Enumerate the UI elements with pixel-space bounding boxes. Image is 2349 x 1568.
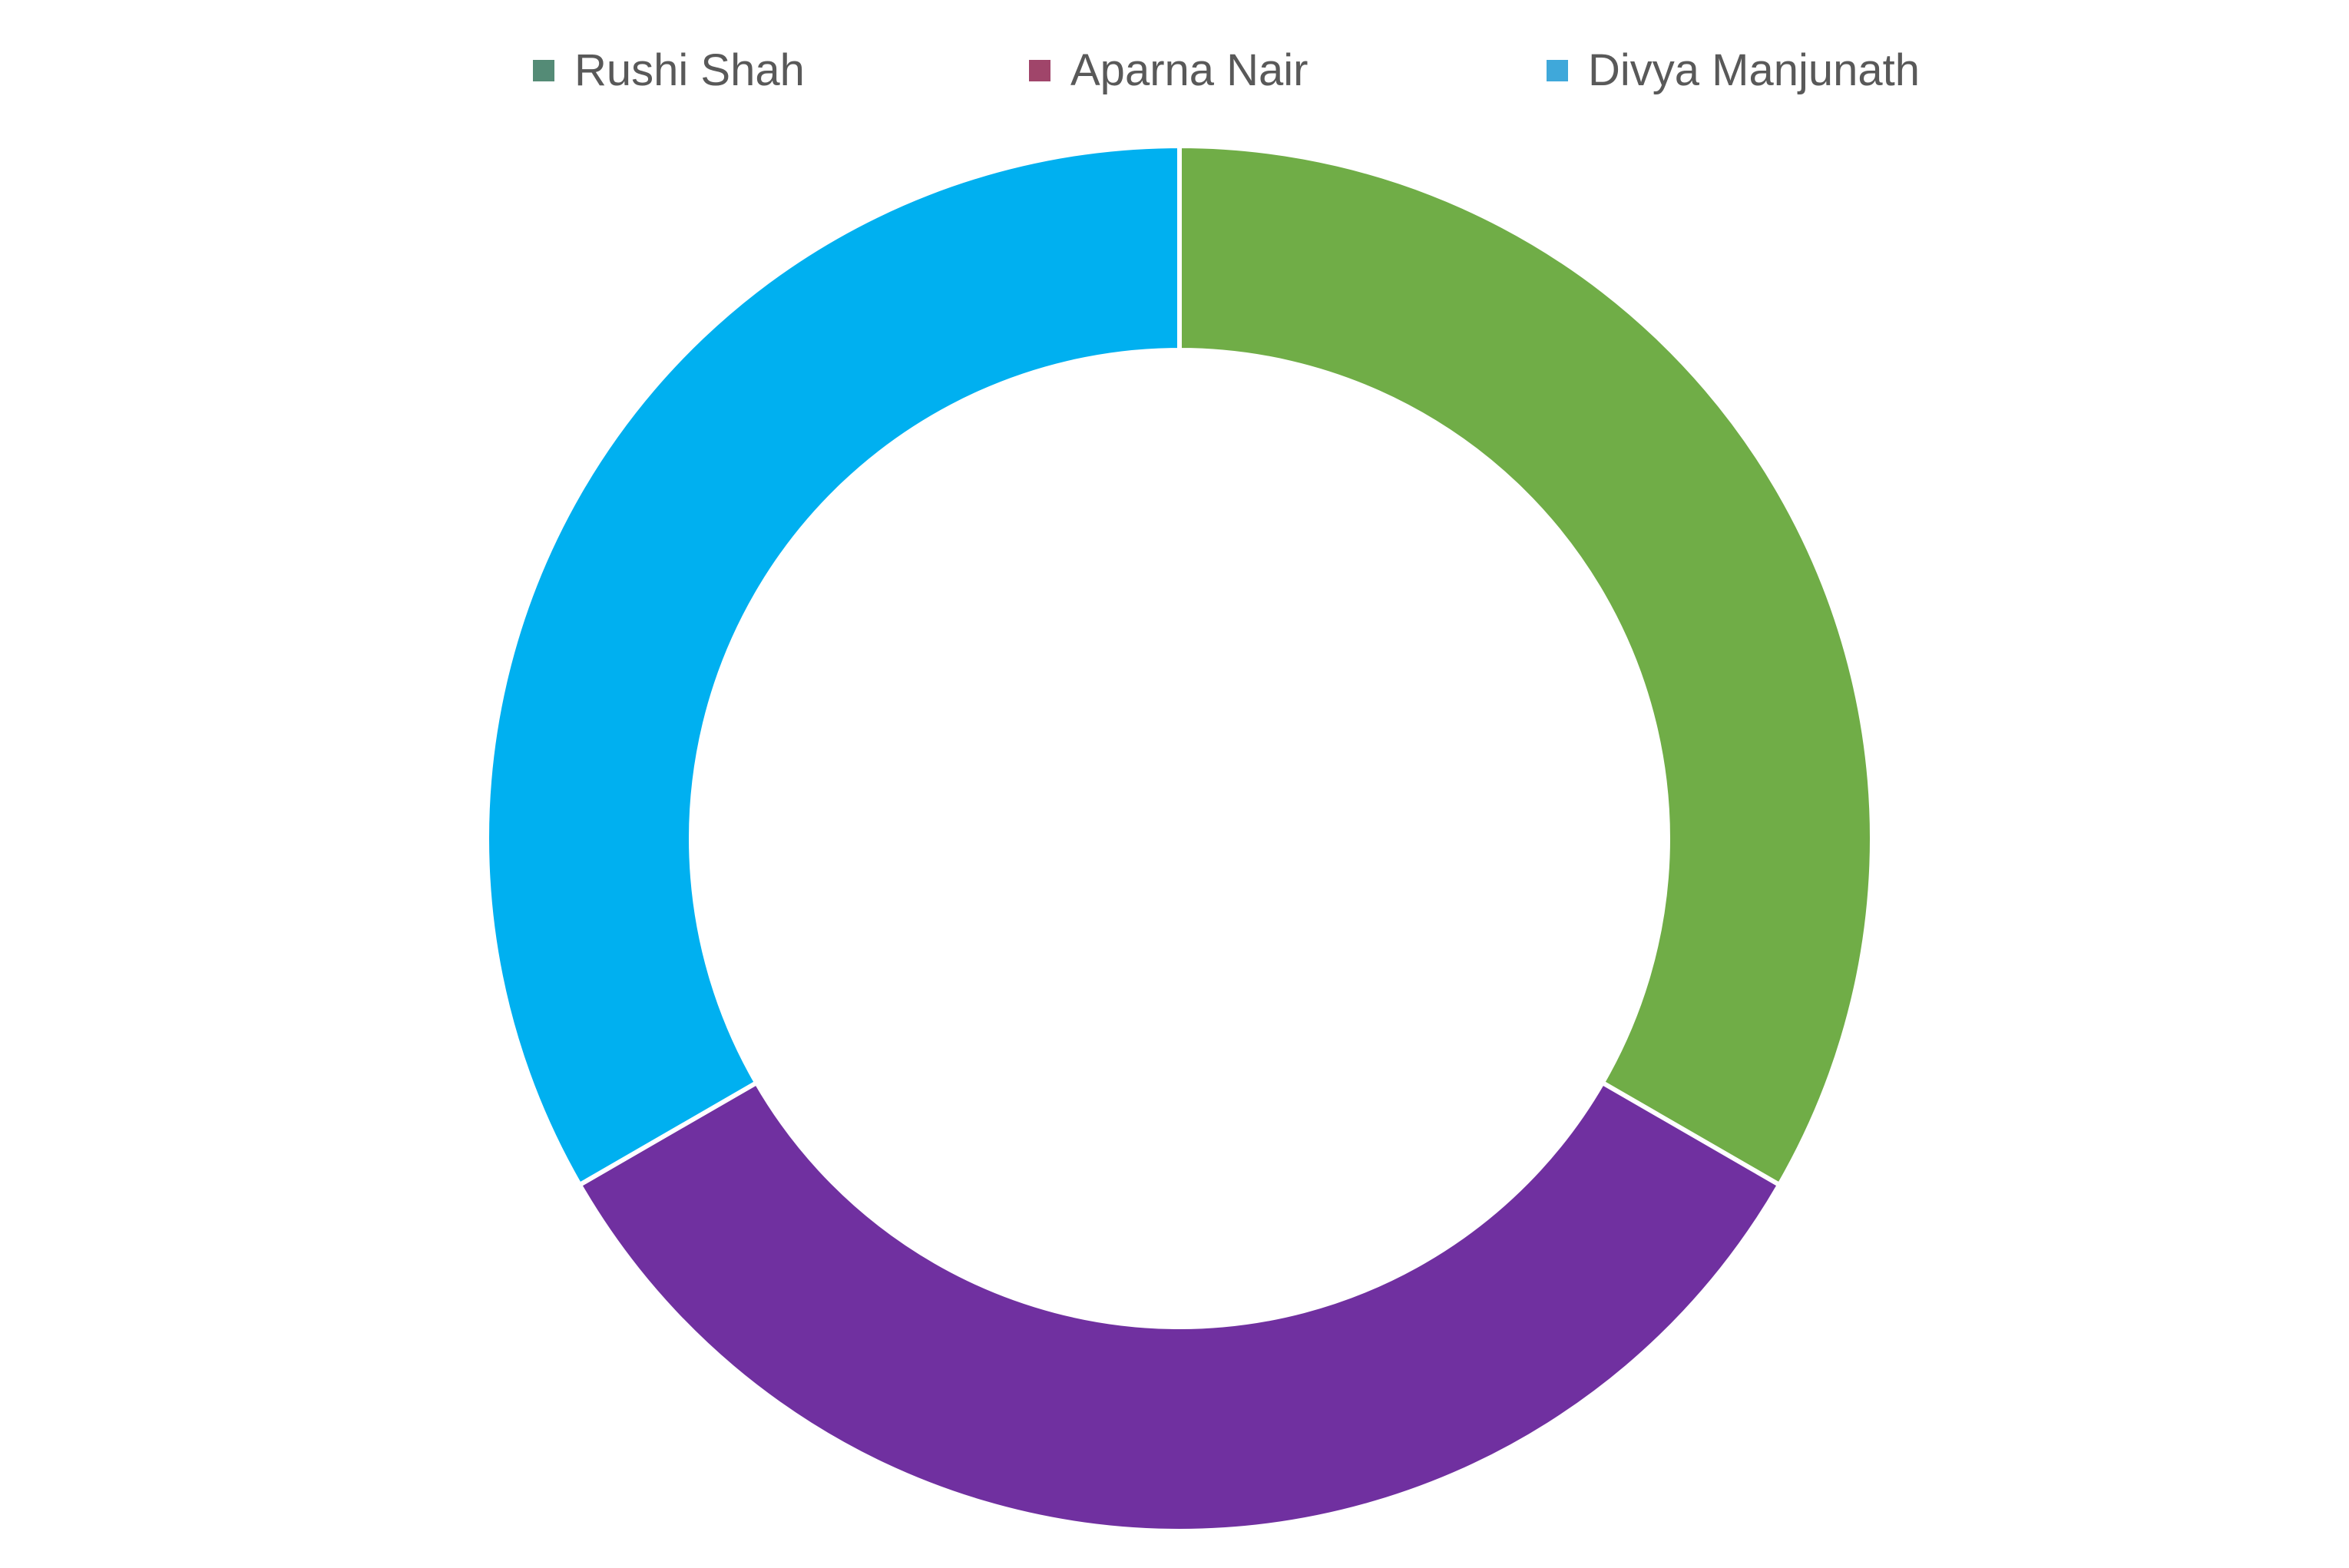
legend-swatch-rushi-shah bbox=[533, 60, 554, 81]
legend-swatch-divya-manjunath bbox=[1547, 60, 1568, 81]
legend-label-rushi-shah: Rushi Shah bbox=[574, 45, 805, 95]
donut-slices bbox=[485, 144, 1875, 1534]
legend-item-rushi-shah: Rushi Shah bbox=[533, 40, 805, 101]
chart-legend: Rushi Shah Aparna Nair Divya Manjunath bbox=[0, 40, 2349, 101]
slice-divya-manjunath bbox=[485, 144, 1182, 1187]
legend-swatch-aparna-nair bbox=[1029, 60, 1050, 81]
slice-rushi-shah bbox=[1177, 144, 1875, 1187]
legend-item-divya-manjunath: Divya Manjunath bbox=[1547, 40, 1920, 101]
legend-label-divya-manjunath: Divya Manjunath bbox=[1588, 45, 1920, 95]
legend-label-aparna-nair: Aparna Nair bbox=[1070, 45, 1308, 95]
slice-aparna-nair bbox=[577, 1080, 1782, 1534]
legend-item-aparna-nair: Aparna Nair bbox=[1029, 40, 1308, 101]
